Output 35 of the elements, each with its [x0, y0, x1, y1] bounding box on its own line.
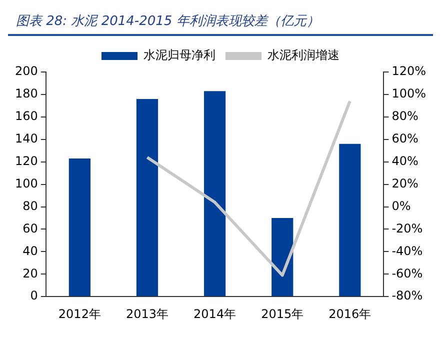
y-tick-label: 180 — [15, 86, 38, 101]
y-tick-label: 120 — [15, 154, 38, 168]
y-tick-label: 20 — [22, 266, 38, 280]
y-tick-label: 200 — [15, 64, 38, 78]
x-tick-label: 2014年 — [194, 306, 236, 321]
legend-label: 水泥利润增速 — [268, 48, 340, 62]
legend-label: 水泥归母净利 — [144, 48, 216, 62]
y2-tick-label: 0% — [392, 198, 411, 213]
bar — [136, 98, 158, 296]
y-tick-label: 80 — [22, 198, 38, 213]
y-tick-label: 40 — [22, 244, 38, 258]
x-tick-label: 2016年 — [328, 306, 372, 321]
y2-tick-label: 20% — [392, 176, 418, 190]
y2-tick-label: -20% — [392, 221, 423, 236]
x-tick-label: 2015年 — [261, 306, 304, 321]
y2-tick-label: -40% — [392, 244, 423, 258]
chart-title: 图表 28: 水泥 2014-2015 年利润表现较差（亿元） — [8, 8, 433, 36]
y-tick-label: 140 — [15, 132, 38, 146]
x-tick-label: 2013年 — [126, 306, 169, 321]
y2-tick-label: -60% — [392, 266, 423, 280]
bar — [68, 158, 90, 296]
y-tick-label: 160 — [15, 109, 38, 124]
bar — [339, 144, 361, 296]
y2-tick-label: 120% — [392, 64, 426, 78]
bar — [272, 218, 294, 296]
y2-tick-label: 60% — [392, 132, 418, 146]
y-tick-label: 100 — [15, 176, 38, 190]
x-tick-label: 2012年 — [58, 306, 101, 321]
y2-tick-label: -80% — [392, 288, 423, 303]
y2-tick-label: 40% — [392, 154, 418, 168]
y2-tick-label: 100% — [392, 86, 426, 101]
y2-tick-label: 80% — [392, 109, 418, 124]
y-tick-label: 60 — [22, 221, 38, 236]
y-tick-label: 0 — [30, 288, 38, 303]
bar — [204, 91, 226, 296]
